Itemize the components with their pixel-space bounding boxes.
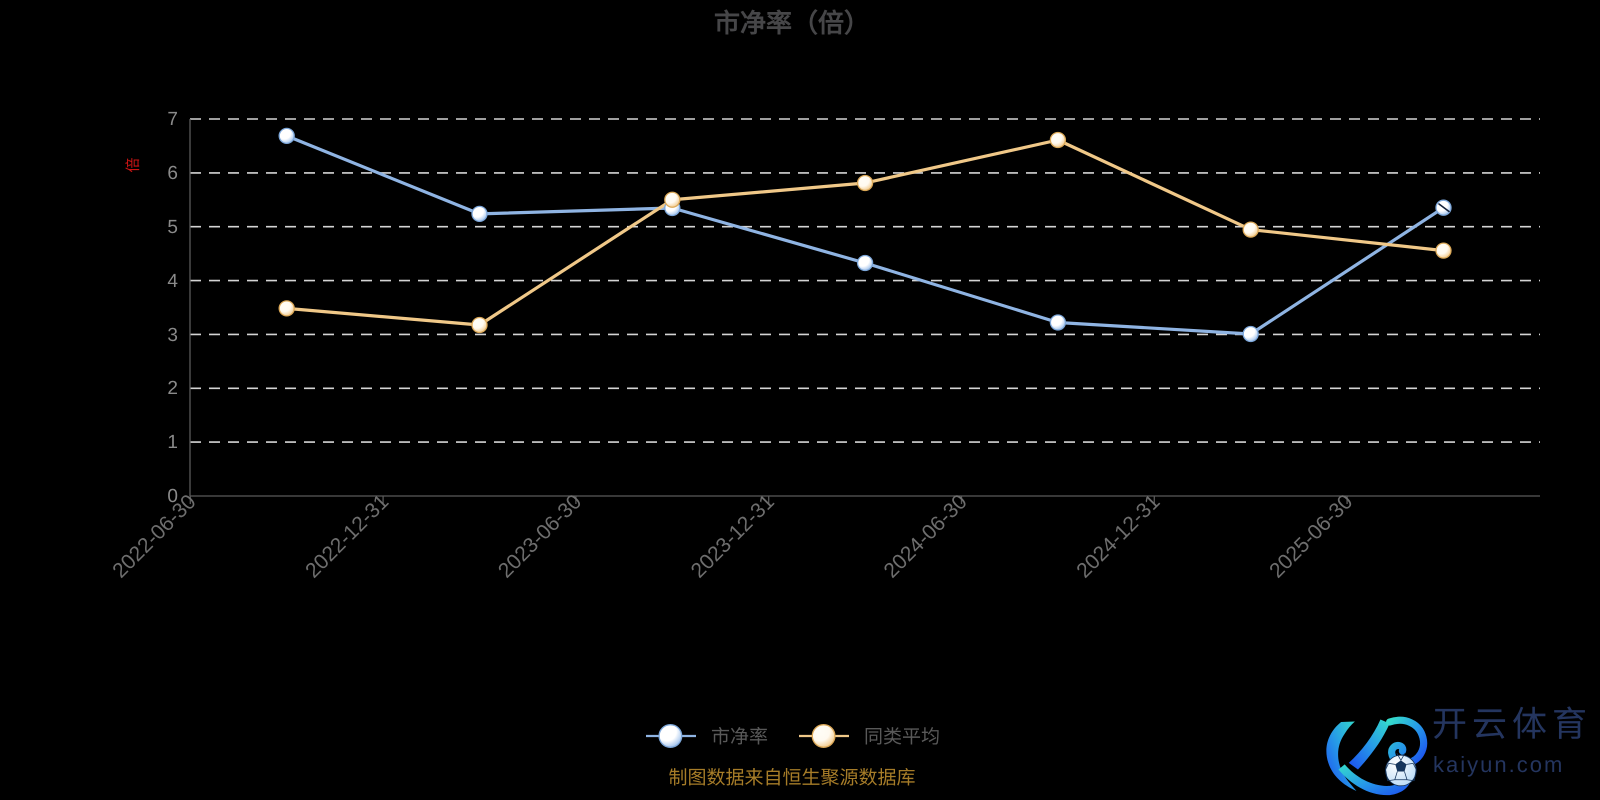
- svg-text:kaiyun.com: kaiyun.com: [1433, 752, 1564, 777]
- svg-text:开云体育: 开云体育: [1432, 705, 1592, 744]
